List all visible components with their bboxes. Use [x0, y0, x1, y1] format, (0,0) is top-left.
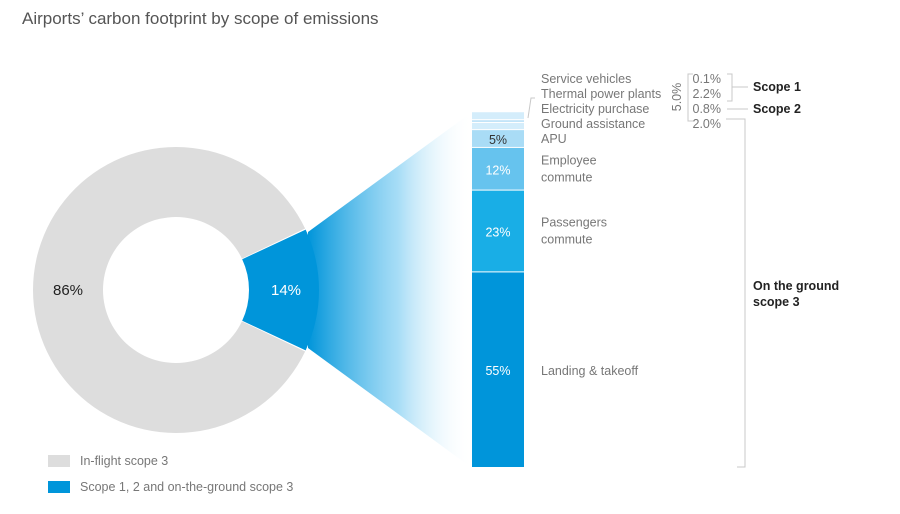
scope-3-bracket — [726, 118, 746, 468]
legend: In-flight scope 3 Scope 1, 2 and on-the-… — [48, 454, 293, 494]
bar-segment-ground-assistance — [472, 123, 524, 130]
donut-slice-ground — [242, 229, 319, 351]
label-passengers-commute-line1: Passengers — [541, 215, 607, 229]
label-ground-assistance: Ground assistance — [541, 117, 645, 131]
scope-brackets — [527, 73, 748, 468]
chart-title: Airports’ carbon footprint by scope of e… — [22, 9, 379, 28]
percent-thermal-power-plants: 2.2% — [693, 87, 722, 101]
bar-value-landing-takeoff: 55% — [485, 364, 510, 378]
label-service-vehicles: Service vehicles — [541, 72, 631, 86]
small-percent-labels: 0.1% 2.2% 0.8% 2.0% 5.0% — [670, 72, 721, 131]
scope-3-label-line2: scope 3 — [753, 295, 800, 309]
label-employee-commute-line2: commute — [541, 170, 592, 184]
group-total-percent: 5.0% — [670, 83, 684, 112]
bar-segment-service-vehicles — [472, 112, 524, 113]
label-electricity-purchase: Electricity purchase — [541, 102, 649, 116]
label-employee-commute-line1: Employee — [541, 153, 597, 167]
percent-ground-assistance: 2.0% — [693, 117, 722, 131]
small-segment-connector — [527, 97, 535, 119]
legend-swatch-ground — [48, 481, 70, 493]
scope-1-label: Scope 1 — [753, 80, 801, 94]
legend-label-ground: Scope 1, 2 and on-the-ground scope 3 — [80, 480, 293, 494]
bar-segment-employee-commute — [472, 147, 524, 190]
bar-segment-passengers-commute — [472, 190, 524, 272]
bar-segment-landing-takeoff — [472, 272, 524, 467]
donut-slice-in-flight — [33, 147, 306, 433]
legend-swatch-in-flight — [48, 455, 70, 467]
bar-segment-thermal-power-plants — [472, 112, 524, 120]
donut-chart — [33, 147, 319, 433]
percent-electricity-purchase: 0.8% — [693, 102, 722, 116]
legend-label-in-flight: In-flight scope 3 — [80, 454, 168, 468]
scope-1-bracket — [727, 73, 748, 102]
donut-label-ground: 14% — [271, 282, 301, 299]
label-apu: APU — [541, 132, 567, 146]
label-passengers-commute-line2: commute — [541, 232, 592, 246]
percent-service-vehicles: 0.1% — [693, 72, 722, 86]
segment-labels: Landing & takeoff Passengers commute Emp… — [541, 72, 661, 378]
group-bracket — [687, 73, 693, 122]
label-landing-takeoff: Landing & takeoff — [541, 364, 639, 378]
bar-segment-electricity-purchase — [472, 120, 524, 123]
bar-value-employee-commute: 12% — [485, 163, 510, 177]
label-thermal-power-plants: Thermal power plants — [541, 87, 661, 101]
bar-value-passengers-commute: 23% — [485, 225, 510, 239]
stacked-bar: 55% 23% 12% 5% — [472, 112, 524, 467]
scope-3-label-line1: On the ground — [753, 279, 839, 293]
expansion-fan — [308, 112, 472, 468]
bar-segment-apu — [472, 130, 524, 147]
bar-value-apu: 5% — [489, 133, 507, 147]
scope-2-label: Scope 2 — [753, 102, 801, 116]
donut-label-in-flight: 86% — [53, 282, 83, 299]
